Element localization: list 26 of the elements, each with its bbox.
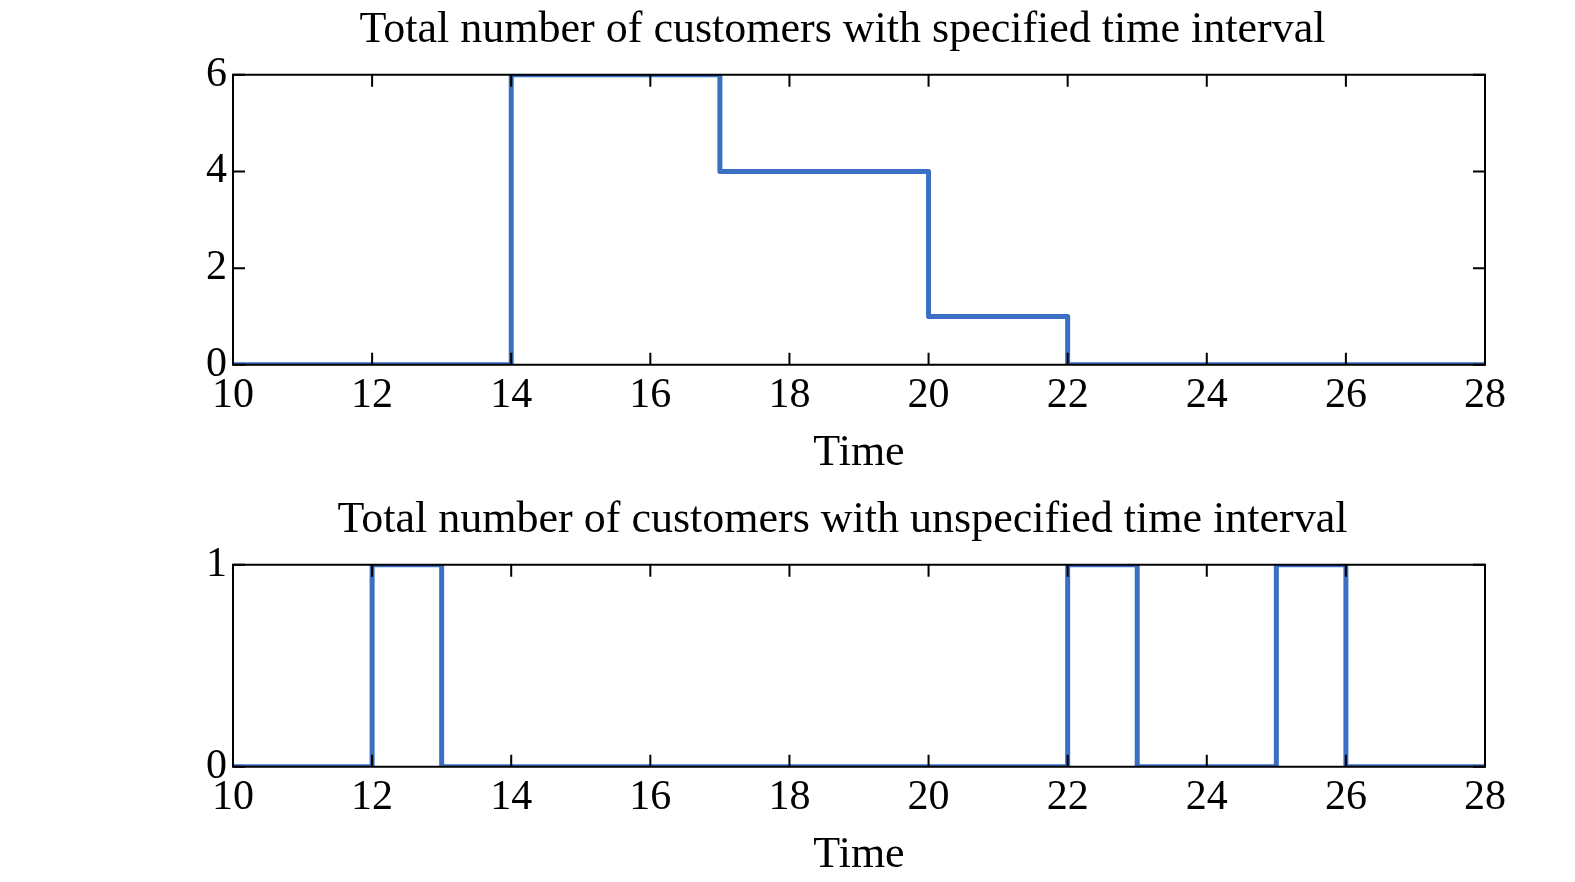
- x-tick-label: 26: [1324, 370, 1367, 417]
- y-tick-label: 2: [206, 242, 227, 289]
- y-tick-label: 1: [206, 538, 227, 585]
- x-tick-label: 22: [1046, 772, 1089, 819]
- x-tick-label: 26: [1324, 772, 1367, 819]
- y-tick-label: 6: [206, 48, 227, 95]
- x-tick-label: 20: [907, 370, 950, 417]
- x-tick-label: 18: [768, 772, 811, 819]
- x-tick-label: 22: [1046, 370, 1089, 417]
- x-tick-label: 24: [1185, 370, 1228, 417]
- chart-title: Total number of customers with specified time interval: [359, 2, 1326, 52]
- x-tick-label: 28: [1464, 370, 1506, 417]
- x-axis-title: Time: [813, 828, 905, 878]
- x-tick-label: 14: [490, 772, 533, 819]
- chart-title: Total number of customers with unspecified time interval: [337, 492, 1348, 542]
- x-axis-title: Time: [813, 426, 905, 476]
- x-tick-label: 18: [768, 370, 811, 417]
- x-tick-label: 28: [1464, 772, 1506, 819]
- y-tick-label: 4: [206, 145, 227, 192]
- x-tick-label: 16: [629, 772, 672, 819]
- x-tick-label: 12: [351, 772, 394, 819]
- x-tick-label: 12: [351, 370, 394, 417]
- x-tick-label: 20: [907, 772, 950, 819]
- x-tick-label: 24: [1185, 772, 1228, 819]
- x-tick-label: 14: [490, 370, 533, 417]
- x-tick-label: 16: [629, 370, 672, 417]
